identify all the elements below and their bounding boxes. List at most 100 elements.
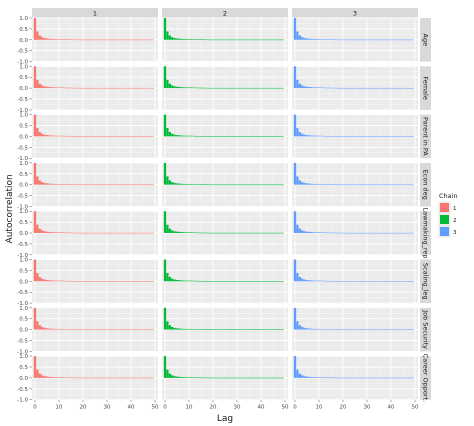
acf-bar [105, 232, 109, 234]
acf-bar [223, 136, 227, 137]
acf-bar [178, 280, 181, 282]
acf-bar [187, 39, 191, 40]
acf-bar [132, 377, 135, 379]
acf-bar [175, 135, 179, 137]
acf-bar [255, 232, 258, 234]
acf-bar [329, 136, 333, 137]
acf-bar [373, 184, 376, 186]
acf-bar [409, 329, 412, 330]
acf-bar [202, 136, 205, 137]
acf-bar [209, 39, 212, 41]
acf-bar [296, 79, 299, 89]
acf-bar [120, 329, 123, 330]
acf-bar [141, 136, 145, 137]
acf-bar [113, 184, 116, 186]
acf-bar [62, 280, 65, 282]
acf-bar [117, 39, 121, 41]
strip-top-3 [292, 8, 418, 18]
acf-bar [346, 136, 349, 137]
acf-bar [144, 136, 147, 137]
acf-bar [144, 39, 147, 41]
acf-bar [146, 39, 149, 41]
acf-bar [204, 87, 207, 89]
acf-bar [387, 281, 390, 282]
acf-bar [57, 377, 61, 378]
y-axis-title: Autocorrelation [5, 174, 15, 243]
acf-bar [199, 377, 203, 379]
acf-bar [394, 136, 397, 137]
acf-bar [187, 377, 191, 378]
acf-bar [320, 280, 323, 282]
acf-bar [192, 280, 195, 282]
acf-bar [134, 329, 137, 330]
acf-bar [235, 329, 239, 330]
acf-bar [349, 377, 352, 379]
acf-bar [197, 377, 200, 379]
strip-right-label: Scaling_leg [422, 263, 430, 300]
acf-bar [406, 184, 409, 186]
acf-bar [255, 39, 258, 41]
acf-bar [365, 281, 369, 282]
acf-bar [53, 232, 56, 233]
acf-bar [144, 281, 147, 282]
acf-bar [394, 184, 397, 186]
acf-bar [183, 232, 186, 233]
acf-bar [192, 87, 195, 89]
acf-bar [122, 39, 125, 41]
acf-bar [168, 35, 171, 40]
acf-bar [341, 281, 345, 282]
acf-bar [322, 232, 325, 234]
acf-bar [271, 136, 275, 137]
acf-bar [344, 377, 347, 379]
y-tick-label: -1.0 [17, 398, 28, 404]
acf-bar [93, 136, 97, 137]
acf-bar [132, 232, 135, 234]
acf-bar [214, 39, 217, 41]
acf-bar [125, 232, 128, 234]
acf-bar [207, 39, 210, 41]
acf-bar [96, 329, 99, 330]
acf-bar [389, 87, 393, 89]
acf-bar [43, 376, 46, 378]
acf-bar [74, 377, 77, 379]
acf-bar [38, 132, 41, 137]
y-tick-label: 1.0 [19, 16, 28, 22]
acf-bar [298, 228, 301, 233]
acf-bar [325, 87, 328, 89]
acf-bar [293, 162, 297, 185]
acf-bar [204, 39, 207, 41]
strip-top-label: 1 [93, 9, 97, 17]
acf-bar [209, 281, 212, 282]
acf-bar [332, 87, 335, 89]
acf-bar [377, 329, 381, 330]
acf-bar [173, 182, 176, 185]
y-tick-label: 0.5 [19, 268, 28, 274]
acf-bar [349, 87, 352, 89]
acf-bar [368, 232, 371, 234]
y-tick-label: -1.0 [17, 349, 28, 355]
acf-bar [120, 39, 123, 41]
acf-bar [401, 87, 405, 89]
acf-bar [293, 356, 297, 378]
acf-bar [226, 377, 229, 379]
acf-bar [320, 232, 323, 233]
acf-bar [308, 280, 311, 282]
acf-bar [361, 136, 364, 137]
acf-bar [72, 377, 75, 379]
acf-bar [151, 329, 154, 330]
acf-bar [81, 232, 85, 234]
acf-bar [105, 329, 109, 330]
acf-bar [387, 136, 390, 137]
acf-bar [149, 87, 152, 89]
acf-bar [351, 136, 354, 137]
acf-bar [216, 329, 219, 330]
acf-bar [103, 39, 106, 41]
acf-bar [178, 231, 181, 233]
acf-bar [110, 184, 113, 186]
acf-bar [387, 329, 390, 330]
acf-bar [195, 135, 198, 137]
acf-bar [69, 184, 73, 185]
acf-bar [221, 329, 224, 330]
acf-bar [171, 278, 174, 282]
acf-bar [139, 39, 142, 41]
